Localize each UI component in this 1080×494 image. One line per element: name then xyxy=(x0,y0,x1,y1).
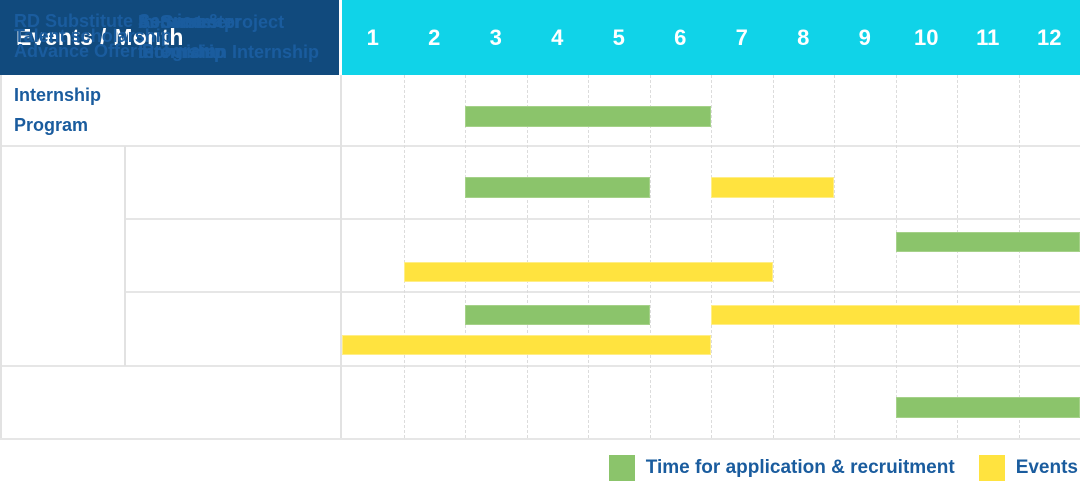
label-chart-divider xyxy=(340,75,342,438)
month-gridline xyxy=(649,75,651,438)
month-gridline xyxy=(895,75,897,438)
month-header-5: 5 xyxy=(612,24,625,50)
gantt-chart-area xyxy=(342,75,1080,438)
month-header-4: 4 xyxy=(551,24,564,50)
row-label-a-plus-summer: A+Summer Internship xyxy=(124,0,342,73)
row-label-text: Talent scholarship xyxy=(14,26,172,46)
table-bottom-border xyxy=(0,438,1080,440)
month-gridline xyxy=(526,75,528,438)
row-divider xyxy=(124,218,1080,220)
recruitment-color-swatch xyxy=(608,455,635,481)
row-label-text: Semester project Internship xyxy=(138,11,285,62)
month-header-7: 7 xyxy=(735,24,748,50)
gantt-bar-recruitment xyxy=(895,232,1080,252)
legend-item-events: Events xyxy=(978,455,1078,481)
legend-label: Events xyxy=(1015,457,1078,478)
month-header-6: 6 xyxy=(674,24,687,50)
gantt-bar-event xyxy=(711,305,1080,325)
row-label-in-semester-technician: In-Semester technician Internship xyxy=(124,0,342,74)
gantt-bar-recruitment xyxy=(465,106,711,127)
month-gridline xyxy=(834,75,835,438)
gantt-bar-recruitment xyxy=(465,305,650,325)
row-label-text: RD Substitute Service & Advance Offer Pr… xyxy=(14,10,221,61)
row-divider xyxy=(0,145,1080,147)
legend-label: Time for application & recruitment xyxy=(645,457,955,478)
month-header-3: 3 xyxy=(489,24,502,50)
row-label-semester-project: Semester project Internship xyxy=(124,0,342,73)
row-divider xyxy=(0,365,1080,367)
month-gridline xyxy=(711,75,712,438)
month-gridline xyxy=(403,75,405,438)
gantt-bar-event xyxy=(711,177,834,198)
month-header-1: 1 xyxy=(366,24,379,50)
month-gridline xyxy=(588,75,589,438)
legend: Time for application & recruitment Event… xyxy=(0,452,1078,484)
group-label-internship-program: Internship Program xyxy=(0,0,124,220)
month-header-2: 2 xyxy=(428,24,441,50)
events-color-swatch xyxy=(978,455,1005,481)
table-left-border xyxy=(0,75,2,438)
month-header-8: 8 xyxy=(797,24,810,50)
month-header-10: 10 xyxy=(914,24,939,50)
gantt-bar-recruitment xyxy=(895,397,1080,418)
month-gridline xyxy=(465,75,466,438)
row-divider xyxy=(124,291,1080,293)
legend-item-recruitment: Time for application & recruitment xyxy=(608,455,955,481)
month-gridline xyxy=(1018,75,1020,438)
row-label-talent-scholarship: Talent scholarship xyxy=(0,0,342,72)
month-gridline xyxy=(772,75,774,438)
month-header-9: 9 xyxy=(858,24,871,50)
group-column-divider xyxy=(124,146,126,366)
month-header-band: 1 2 3 4 5 6 7 8 9 10 11 12 xyxy=(342,0,1080,75)
row-label-text: A+Summer Internship xyxy=(138,11,234,62)
gantt-bar-recruitment xyxy=(465,177,650,198)
month-gridline xyxy=(957,75,958,438)
group-label-text: Internship Program xyxy=(14,85,102,135)
table-title: Events / Month xyxy=(16,24,184,50)
row-label-text: In-Semester technician Internship xyxy=(138,12,320,62)
row-label-rd-substitute: RD Substitute Service & Advance Offer Pr… xyxy=(0,0,342,71)
gantt-bar-event xyxy=(403,262,773,282)
month-header-11: 11 xyxy=(976,24,1000,50)
month-header-12: 12 xyxy=(1037,24,1062,50)
events-month-header-cell: Events / Month xyxy=(0,0,339,75)
gantt-bar-event xyxy=(342,335,711,355)
